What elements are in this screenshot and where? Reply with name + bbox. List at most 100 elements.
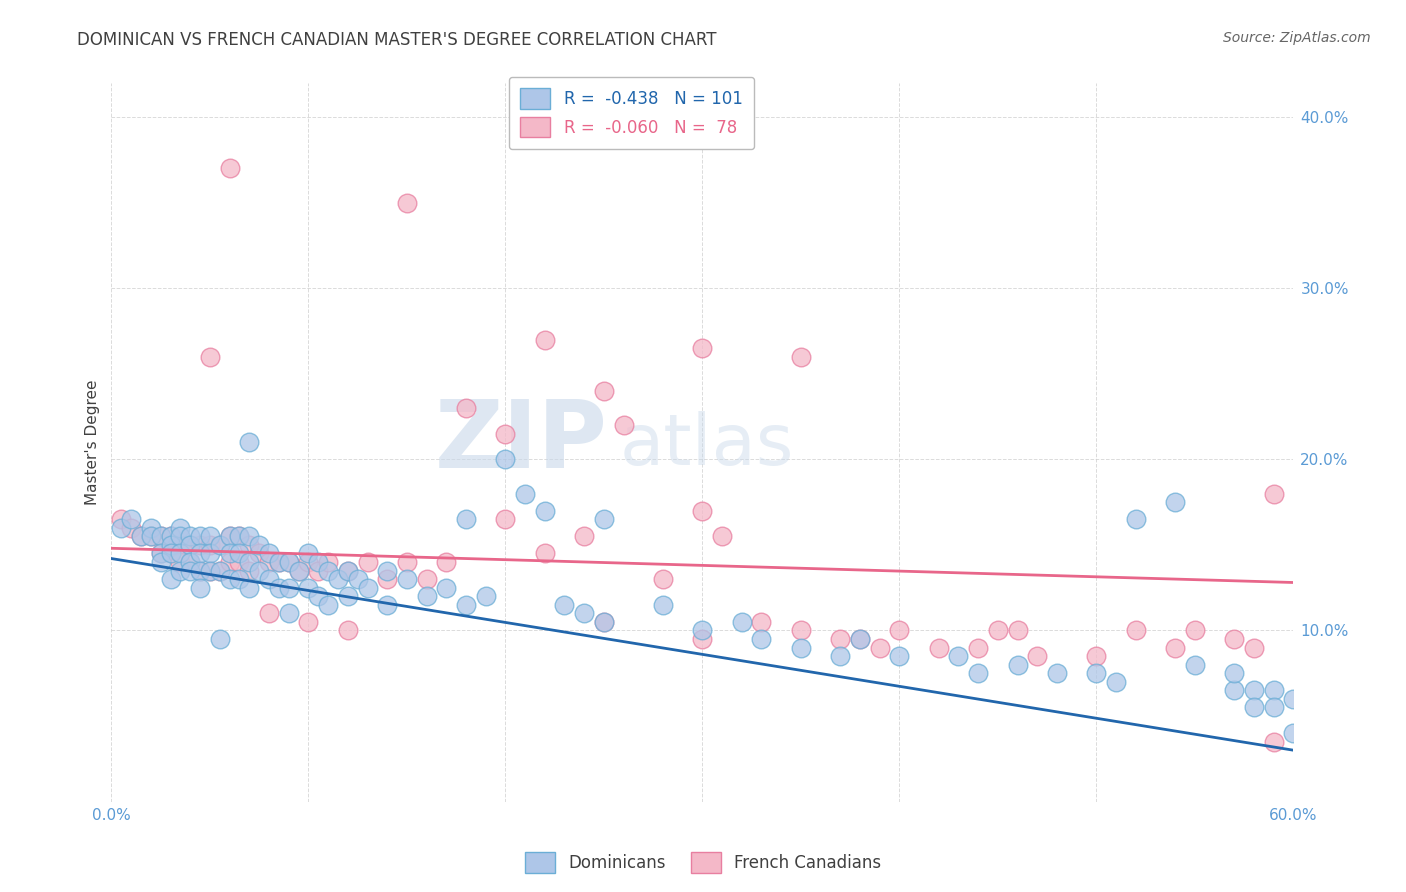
Point bbox=[1243, 700, 1265, 714]
Point bbox=[967, 640, 990, 655]
Point bbox=[434, 581, 457, 595]
Point bbox=[120, 521, 142, 535]
Point bbox=[1223, 683, 1246, 698]
Point bbox=[218, 161, 240, 176]
Point bbox=[1282, 726, 1305, 740]
Point bbox=[375, 598, 398, 612]
Point bbox=[169, 538, 191, 552]
Point bbox=[593, 384, 616, 398]
Point bbox=[928, 640, 950, 655]
Point bbox=[1164, 495, 1187, 509]
Point bbox=[711, 529, 734, 543]
Point bbox=[375, 564, 398, 578]
Point bbox=[257, 555, 280, 569]
Point bbox=[336, 624, 359, 638]
Point bbox=[1105, 674, 1128, 689]
Point bbox=[159, 529, 181, 543]
Point bbox=[159, 546, 181, 560]
Point bbox=[652, 572, 675, 586]
Point bbox=[149, 529, 172, 543]
Point bbox=[790, 640, 813, 655]
Point bbox=[494, 452, 516, 467]
Point bbox=[356, 581, 378, 595]
Point bbox=[169, 529, 191, 543]
Point bbox=[593, 615, 616, 629]
Point bbox=[1263, 486, 1285, 500]
Point bbox=[149, 546, 172, 560]
Point bbox=[110, 512, 132, 526]
Point bbox=[1263, 683, 1285, 698]
Point bbox=[307, 564, 329, 578]
Point bbox=[1164, 640, 1187, 655]
Point bbox=[395, 555, 418, 569]
Point bbox=[198, 529, 221, 543]
Point bbox=[297, 581, 319, 595]
Point bbox=[149, 555, 172, 569]
Point bbox=[188, 564, 211, 578]
Text: Source: ZipAtlas.com: Source: ZipAtlas.com bbox=[1223, 31, 1371, 45]
Point bbox=[415, 572, 437, 586]
Point bbox=[1263, 700, 1285, 714]
Point bbox=[198, 546, 221, 560]
Point bbox=[326, 572, 349, 586]
Point bbox=[751, 632, 773, 646]
Point bbox=[198, 350, 221, 364]
Point bbox=[228, 546, 250, 560]
Point bbox=[218, 546, 240, 560]
Point bbox=[218, 529, 240, 543]
Point bbox=[553, 598, 575, 612]
Point bbox=[415, 589, 437, 603]
Point bbox=[395, 572, 418, 586]
Point bbox=[208, 564, 231, 578]
Point bbox=[948, 649, 970, 664]
Point bbox=[1007, 657, 1029, 672]
Point bbox=[208, 538, 231, 552]
Point bbox=[474, 589, 496, 603]
Point bbox=[574, 529, 596, 543]
Point bbox=[179, 555, 201, 569]
Point bbox=[692, 503, 714, 517]
Point bbox=[169, 555, 191, 569]
Point bbox=[110, 521, 132, 535]
Point bbox=[238, 529, 260, 543]
Point bbox=[267, 555, 290, 569]
Point bbox=[297, 555, 319, 569]
Text: atlas: atlas bbox=[620, 411, 794, 480]
Point bbox=[1223, 666, 1246, 681]
Point bbox=[188, 581, 211, 595]
Point bbox=[494, 512, 516, 526]
Point bbox=[159, 538, 181, 552]
Point bbox=[257, 572, 280, 586]
Point bbox=[307, 589, 329, 603]
Point bbox=[830, 632, 852, 646]
Point bbox=[889, 649, 911, 664]
Point bbox=[198, 564, 221, 578]
Point bbox=[208, 564, 231, 578]
Point bbox=[652, 598, 675, 612]
Point bbox=[267, 581, 290, 595]
Point bbox=[1223, 632, 1246, 646]
Point bbox=[169, 564, 191, 578]
Point bbox=[830, 649, 852, 664]
Point bbox=[336, 564, 359, 578]
Point bbox=[533, 333, 555, 347]
Legend: Dominicans, French Canadians: Dominicans, French Canadians bbox=[519, 846, 887, 880]
Point bbox=[1184, 624, 1206, 638]
Point bbox=[1243, 683, 1265, 698]
Point bbox=[692, 341, 714, 355]
Point bbox=[1125, 512, 1147, 526]
Point bbox=[247, 538, 270, 552]
Point bbox=[593, 615, 616, 629]
Point bbox=[120, 512, 142, 526]
Point bbox=[1085, 649, 1108, 664]
Point bbox=[179, 555, 201, 569]
Point bbox=[277, 581, 299, 595]
Point bbox=[849, 632, 872, 646]
Point bbox=[593, 512, 616, 526]
Point bbox=[849, 632, 872, 646]
Point bbox=[494, 426, 516, 441]
Point bbox=[1282, 691, 1305, 706]
Point bbox=[287, 564, 309, 578]
Point bbox=[751, 615, 773, 629]
Point bbox=[513, 486, 536, 500]
